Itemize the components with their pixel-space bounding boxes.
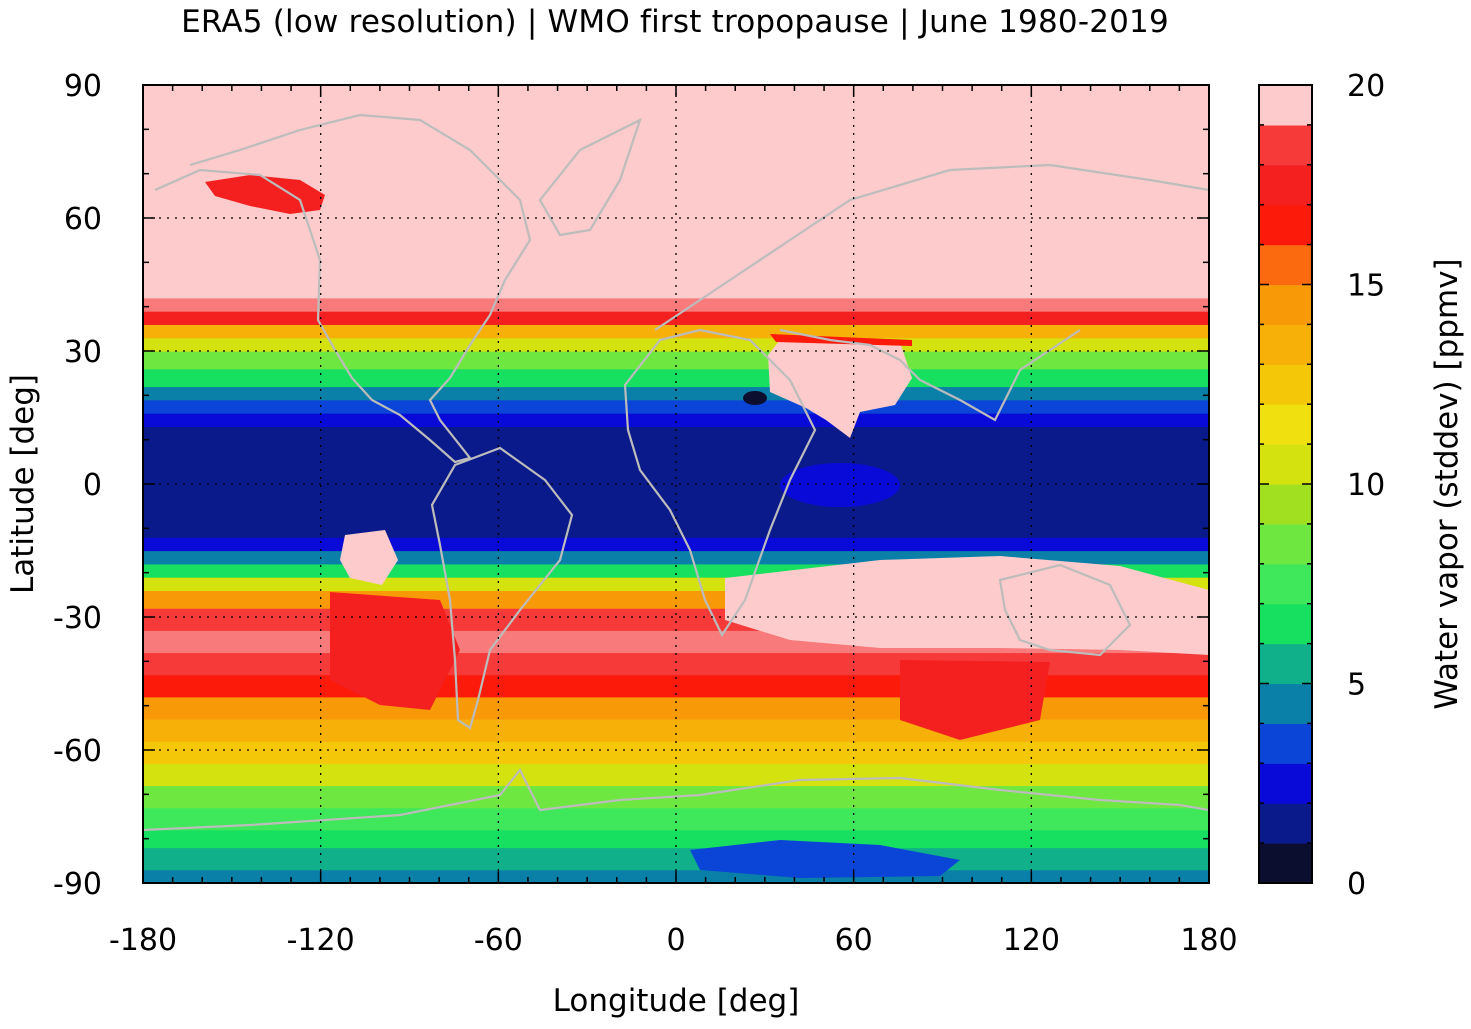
coastline-north-america — [154, 113, 532, 464]
heatmap-band — [143, 444, 1209, 472]
south-indian-red-patch — [900, 660, 1050, 740]
arabian-dark-spot — [743, 391, 767, 405]
heatmap-band — [143, 413, 1209, 427]
coastline-south-america — [430, 446, 574, 730]
colorbar-swatch — [1259, 204, 1312, 246]
y-tick-label: 30 — [64, 335, 102, 370]
x-tick-label: 0 — [666, 923, 685, 958]
x-axis-label: Longitude [deg] — [552, 983, 800, 1019]
colorbar-swatch — [1259, 723, 1312, 764]
x-tick-label: 60 — [835, 923, 873, 958]
colorbar-swatch — [1259, 523, 1312, 565]
x-tick-label: -120 — [287, 923, 355, 958]
heatmap-band — [143, 337, 1209, 352]
heatmap-band — [143, 297, 1209, 312]
colorbar-swatch — [1259, 643, 1312, 685]
heatmap-band — [143, 807, 1209, 831]
colorbar-swatch — [1259, 164, 1312, 206]
heatmap-band — [143, 262, 1209, 299]
colorbar-swatch — [1259, 85, 1312, 126]
heatmap-band — [143, 368, 1209, 388]
colorbar-swatch — [1259, 484, 1312, 525]
asian-monsoon-patch — [768, 340, 912, 438]
colorbar-tick-label: 10 — [1347, 468, 1385, 503]
colorbar-swatch — [1259, 683, 1312, 724]
y-tick-label: -90 — [53, 867, 102, 902]
south-pacific-pink-patch — [340, 530, 398, 585]
chart-title: ERA5 (low resolution) | WMO first tropop… — [181, 4, 1169, 40]
x-tick-label: 120 — [1003, 923, 1060, 958]
colorbar-label: Water vapor (stddev) [ppmv] — [1429, 258, 1465, 710]
x-tick-label: -180 — [109, 923, 177, 958]
axis-ticks — [142, 84, 1210, 884]
heatmap-band — [143, 718, 1209, 742]
colorbar — [1259, 85, 1312, 884]
colorbar-swatch — [1259, 444, 1312, 485]
colorbar-swatch — [1259, 803, 1312, 844]
grid-lines — [143, 85, 1209, 883]
coastlines — [143, 113, 1209, 832]
colorbar-swatch — [1259, 763, 1312, 804]
heatmap-band — [143, 537, 1209, 552]
alaska-red-patch — [205, 175, 325, 214]
x-tick-label: 180 — [1180, 923, 1237, 958]
y-tick-label: 60 — [64, 202, 102, 237]
colorbar-swatch — [1259, 603, 1312, 645]
coastline-antarctica — [143, 767, 1209, 832]
colorbar-tick-labels: 20 15 10 5 0 — [1347, 69, 1385, 902]
colorbar-swatch — [1259, 404, 1312, 445]
heatmap-band — [143, 386, 1209, 401]
coastline-eurasia — [654, 163, 1209, 422]
coastline-greenland — [538, 117, 642, 237]
heatmap-band — [143, 324, 1209, 339]
colorbar-tick-label: 15 — [1347, 269, 1385, 304]
coastline-africa — [623, 328, 817, 638]
heatmap-band — [143, 523, 1209, 538]
south-indian-pink-band — [725, 556, 1209, 655]
heatmap-anomalies — [205, 175, 1209, 878]
coastline-australia — [998, 563, 1132, 657]
colorbar-swatch — [1259, 563, 1312, 605]
heatmap-band — [143, 351, 1209, 370]
south-pacific-red-patch — [330, 592, 460, 710]
y-tick-label: 90 — [64, 69, 102, 104]
y-tick-label: -60 — [53, 734, 102, 769]
colorbar-swatch — [1259, 364, 1312, 405]
heatmap-band — [143, 741, 1209, 764]
colorbar-tick-label: 5 — [1347, 668, 1366, 703]
indian-ocean-anomaly — [780, 463, 900, 507]
asian-monsoon-edge — [770, 334, 912, 346]
colorbar-tick-label: 20 — [1347, 69, 1385, 104]
y-tick-label: 0 — [83, 468, 102, 503]
y-axis-label: Latitude [deg] — [5, 373, 41, 595]
antarctic-blue-patch — [690, 840, 960, 878]
colorbar-swatch — [1259, 324, 1312, 365]
heatmap-band — [143, 847, 1209, 871]
heatmap-band — [143, 696, 1209, 720]
heatmap-band — [143, 218, 1209, 263]
axis-tick-labels: -180 -120 -60 0 60 120 180 90 60 30 0 -30 -60 -90 — [53, 69, 1238, 958]
colorbar-swatch — [1259, 124, 1312, 166]
colorbar-ticks — [1259, 84, 1312, 884]
heatmap-band — [143, 129, 1209, 175]
colorbar-swatch — [1259, 284, 1312, 325]
heatmap-band — [143, 426, 1209, 445]
y-tick-label: -30 — [53, 601, 102, 636]
x-tick-label: -60 — [474, 923, 523, 958]
colorbar-swatch — [1259, 843, 1312, 884]
colorbar-swatch — [1259, 244, 1312, 286]
colorbar-tick-label: 0 — [1347, 867, 1366, 902]
